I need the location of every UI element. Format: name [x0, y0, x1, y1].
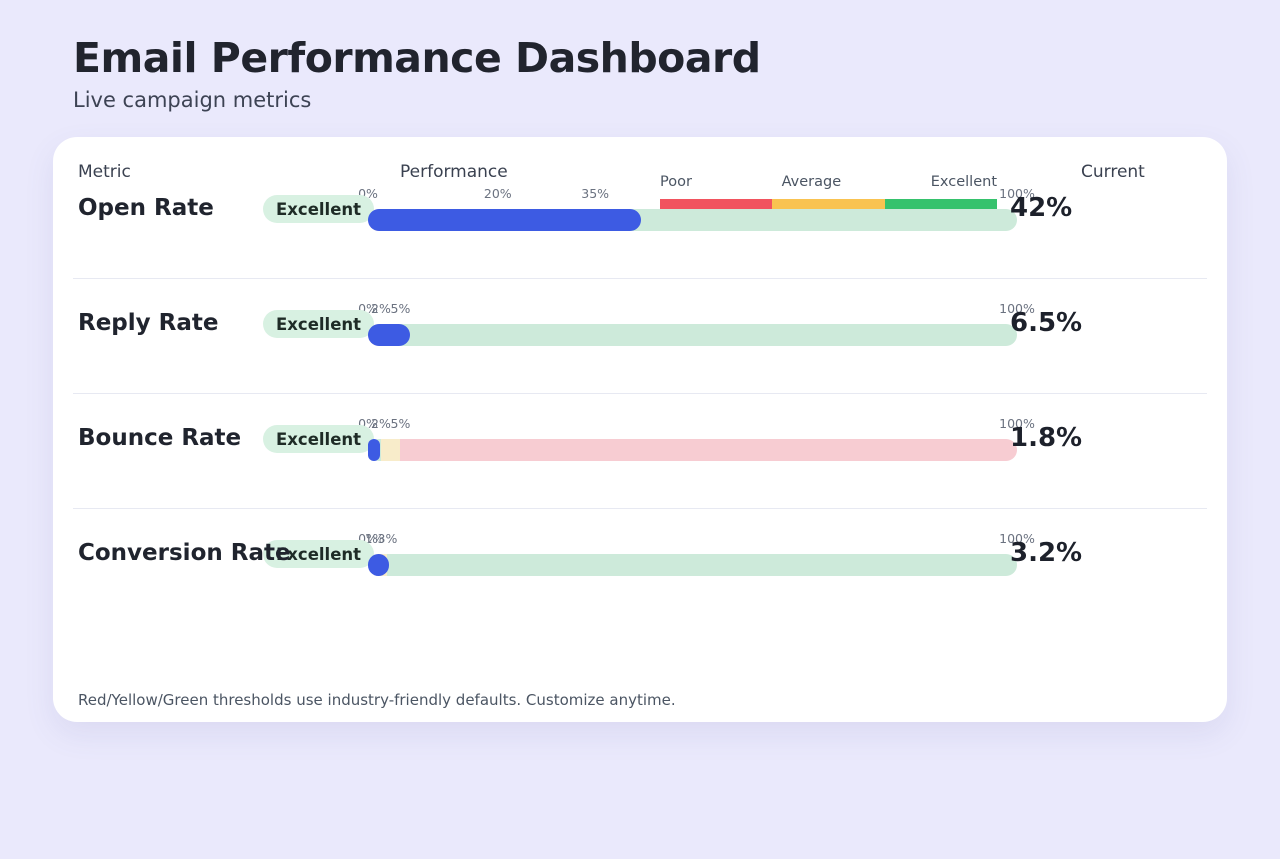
bar-zone	[400, 324, 1017, 346]
bar-tick-label: 1%	[364, 531, 385, 546]
threshold-legend-strip	[660, 199, 997, 211]
row-divider	[73, 278, 1207, 279]
performance-bar: 0% 20% 35% 100%	[358, 186, 1035, 231]
bar-track	[368, 439, 1017, 461]
bar-zone	[595, 209, 1017, 231]
status-badge: Excellent	[263, 425, 375, 453]
row-divider	[73, 508, 1207, 509]
legend-color-segment	[884, 199, 997, 211]
metric-row: Open Rate Excellent 0% 20% 35% 100% 42%	[53, 182, 1227, 297]
status-badge: Excellent	[263, 195, 375, 223]
bar-tick-label: 5%	[390, 301, 411, 316]
legend-color-segment	[660, 199, 773, 211]
bar-tick-label: 100%	[999, 416, 1035, 431]
bar-tick-label: 100%	[999, 531, 1035, 546]
legend-color-segment	[772, 199, 885, 211]
threshold-legend-labels: Poor Average Excellent	[660, 174, 997, 190]
bar-tick-label: 5%	[390, 416, 411, 431]
current-value: 6.5%	[1010, 308, 1083, 338]
bar-zone	[387, 554, 1017, 576]
bar-tick-label: 100%	[999, 301, 1035, 316]
bar-tick-label: 2%	[371, 301, 391, 316]
metric-row: Reply Rate Excellent 0% 2% 5% 100% 6.5%	[53, 297, 1227, 412]
bar-tick-label: 35%	[581, 186, 610, 201]
thresholds-footnote: Red/Yellow/Green thresholds use industry…	[78, 691, 676, 709]
legend-label: Excellent	[930, 174, 997, 190]
metric-label: Open Rate	[78, 195, 214, 221]
metric-label: Reply Rate	[78, 310, 219, 336]
status-badge: Excellent	[263, 310, 375, 338]
bar-track	[368, 554, 1017, 576]
performance-bar: 0% 2% 5% 100%	[358, 416, 1035, 461]
status-badge: Excellent	[263, 540, 375, 568]
bar-zone	[400, 439, 1017, 461]
bar-tick-label: 3%	[377, 531, 398, 546]
bar-tick-label: 2%	[371, 416, 391, 431]
bar-fill	[368, 554, 389, 576]
page-title: Email Performance Dashboard	[73, 34, 761, 82]
performance-bar: 0% 2% 5% 100%	[358, 301, 1035, 346]
bar-zone	[380, 439, 401, 461]
bar-fill	[368, 439, 380, 461]
metric-label: Bounce Rate	[78, 425, 242, 451]
bar-fill	[368, 324, 411, 346]
column-header-performance: Performance	[400, 162, 508, 182]
column-header-current: Current	[1081, 162, 1145, 182]
row-divider	[73, 393, 1207, 394]
legend-label: Poor	[660, 174, 692, 190]
metrics-card: Metric Performance Poor Average Excellent …	[53, 137, 1227, 722]
metric-label: Conversion Rate	[78, 540, 291, 566]
bar-tick-label: 100%	[999, 186, 1035, 201]
metric-row: Conversion Rate Excellent 0% 1% 3% 100% 3.2…	[53, 527, 1227, 642]
current-value: 3.2%	[1010, 538, 1083, 568]
column-header-metric: Metric	[78, 162, 131, 182]
performance-bar: 0% 1% 3% 100%	[358, 531, 1035, 576]
page-subtitle: Live campaign metrics	[73, 88, 312, 112]
bar-track	[368, 324, 1017, 346]
bar-fill	[368, 209, 641, 231]
bar-tick-label: 20%	[483, 186, 512, 201]
legend-label: Average	[781, 174, 842, 190]
current-value: 42%	[1010, 193, 1073, 223]
current-value: 1.8%	[1010, 423, 1083, 453]
metric-row: Bounce Rate Excellent 0% 2% 5% 100% 1.8%	[53, 412, 1227, 527]
